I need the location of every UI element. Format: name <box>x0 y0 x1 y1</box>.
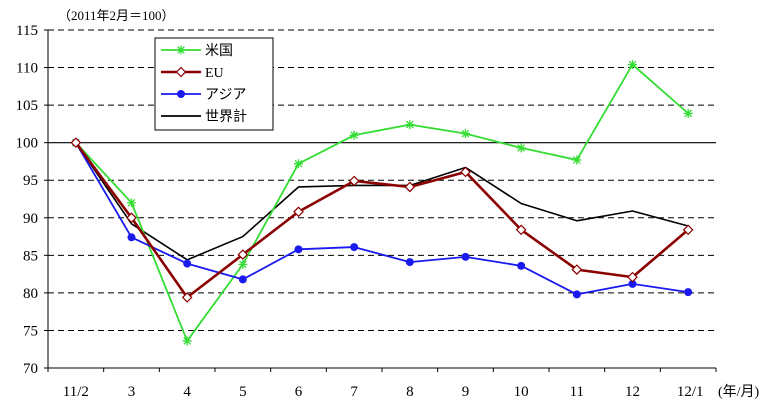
data-point-10 <box>515 224 527 236</box>
data-point-11 <box>571 264 583 275</box>
data-point-9 <box>461 129 470 139</box>
data-point-12/1 <box>683 108 693 118</box>
legend-label: 世界計 <box>205 109 247 125</box>
data-point-5 <box>237 249 249 260</box>
series-世界計 <box>75 142 689 261</box>
data-point-11 <box>572 155 582 165</box>
data-point-3 <box>126 212 137 224</box>
data-point-4 <box>181 292 193 303</box>
data-point-10 <box>517 261 526 270</box>
x-tick-labels: 11/2 3 4 5 6 7 8 9 10 11 12 12/1 <box>63 384 704 400</box>
legend-label: EU <box>205 66 224 81</box>
y-tick-label-100: 100 <box>16 136 39 152</box>
data-point-5 <box>238 259 248 269</box>
legend-marker <box>177 90 185 98</box>
y-tick-label-90: 90 <box>23 211 38 227</box>
x-tick-label-9: 9 <box>462 384 470 400</box>
x-tick-label-11/2: 11/2 <box>63 384 89 400</box>
y-tick-label-115: 115 <box>16 23 38 39</box>
x-tick-label-7: 7 <box>350 384 358 400</box>
data-point-4 <box>182 336 192 346</box>
x-tick-label-5: 5 <box>239 384 247 400</box>
data-point-8 <box>405 258 414 267</box>
y-tick-label-70: 70 <box>23 361 38 377</box>
data-point-7 <box>348 175 360 187</box>
series <box>70 60 694 346</box>
x-tick-label-12/1: 12/1 <box>677 384 704 400</box>
y-tick-label-80: 80 <box>23 286 38 302</box>
legend-item-米国: 米国 <box>161 43 233 59</box>
x-tick-label-6: 6 <box>295 384 303 400</box>
y-tick-label-105: 105 <box>16 98 39 114</box>
legend-marker <box>176 45 186 55</box>
data-point-4 <box>183 259 192 268</box>
x-tick-label-12: 12 <box>625 384 640 400</box>
series-アジア <box>71 138 693 299</box>
data-point-3 <box>127 198 136 208</box>
data-point-6 <box>293 206 304 218</box>
legend-item-EU: EU <box>161 66 224 81</box>
data-point-6 <box>294 245 303 254</box>
legend-label: アジア <box>205 88 246 103</box>
x-tick-label-4: 4 <box>183 384 191 400</box>
data-point-6 <box>294 159 303 169</box>
data-point-12 <box>627 271 638 283</box>
x-tick-label-11: 11 <box>570 384 584 400</box>
data-point-7 <box>350 243 359 252</box>
data-point-8 <box>404 181 416 193</box>
x-unit-label: (年/月) <box>718 384 760 400</box>
unit-note: （2011年2月＝100） <box>58 8 175 23</box>
data-point-5 <box>238 275 247 284</box>
axes <box>44 29 717 372</box>
data-point-12/1 <box>684 288 693 297</box>
y-tick-label-75: 75 <box>23 323 38 339</box>
data-point-9 <box>461 252 470 261</box>
y-tick-labels: 70 75 80 85 90 95 100 105 110 115 <box>16 23 39 377</box>
legend-label: 米国 <box>205 43 233 59</box>
x-tick-label-10: 10 <box>514 384 529 400</box>
data-point-7 <box>349 130 359 140</box>
data-point-12 <box>628 279 637 288</box>
data-point-11/2 <box>70 137 82 149</box>
series-line <box>75 142 689 296</box>
x-tick-label-3: 3 <box>128 384 136 400</box>
y-tick-label-110: 110 <box>16 61 38 77</box>
series-line <box>75 63 689 342</box>
y-tick-label-85: 85 <box>23 248 38 264</box>
data-point-9 <box>460 166 471 178</box>
data-point-8 <box>405 120 415 130</box>
legend-item-アジア: アジア <box>161 88 246 103</box>
data-point-3 <box>127 233 136 242</box>
series-EU <box>70 137 694 303</box>
data-point-11 <box>572 290 581 299</box>
x-tick-label-8: 8 <box>406 384 414 400</box>
series-line <box>75 142 689 261</box>
data-point-10 <box>516 143 526 153</box>
y-tick-label-95: 95 <box>23 173 38 189</box>
legend-item-世界計: 世界計 <box>161 109 247 125</box>
series-line <box>74 141 690 299</box>
data-point-12 <box>628 60 637 70</box>
legend-box <box>154 37 274 131</box>
data-point-12/1 <box>682 224 694 236</box>
legend-marker <box>175 66 187 78</box>
